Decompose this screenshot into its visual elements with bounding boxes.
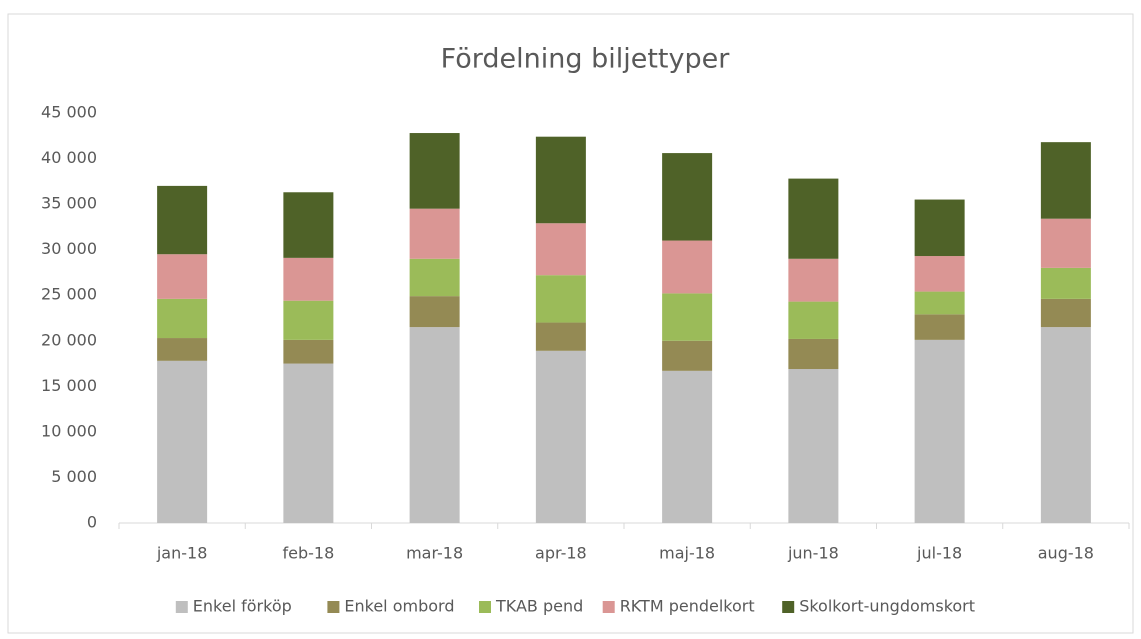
- bar-segment: [409, 133, 460, 209]
- bar-segment: [1040, 298, 1091, 328]
- bar-segment: [788, 301, 839, 339]
- x-tick-label: jan-18: [156, 544, 208, 563]
- bar-segment: [914, 339, 965, 523]
- chart-title: Fördelning biljettyper: [441, 44, 731, 75]
- bar-segment: [1040, 218, 1091, 268]
- y-tick-label: 45 000: [41, 103, 97, 122]
- bar-segment: [157, 185, 208, 255]
- bar-segment: [914, 199, 965, 257]
- legend-swatch: [479, 601, 491, 613]
- bar-segment: [914, 256, 965, 292]
- y-tick-label: 25 000: [41, 285, 97, 304]
- bar-segment: [409, 258, 460, 297]
- x-tick-label: maj-18: [659, 544, 715, 563]
- legend-label: Enkel ombord: [344, 597, 454, 616]
- bar-segment: [535, 322, 586, 351]
- y-tick-label: 35 000: [41, 194, 97, 213]
- bar-segment: [788, 369, 839, 523]
- legend-label: Enkel förköp: [193, 597, 292, 616]
- bar-segment: [662, 153, 713, 241]
- bar-segment: [409, 296, 460, 328]
- x-tick-label: jun-18: [787, 544, 839, 563]
- bar-segment: [283, 363, 334, 523]
- bar-segment: [409, 208, 460, 259]
- bar-segment: [662, 370, 713, 523]
- y-tick-label: 15 000: [41, 376, 97, 395]
- bar-segment: [283, 257, 334, 301]
- x-tick-label: mar-18: [406, 544, 463, 563]
- legend-label: TKAB pend: [495, 597, 583, 616]
- bar-segment: [788, 258, 839, 302]
- bar-segment: [1040, 142, 1091, 219]
- bar-segment: [535, 350, 586, 523]
- bar-segment: [914, 314, 965, 340]
- bar-segment: [157, 254, 208, 299]
- y-tick-label: 40 000: [41, 148, 97, 167]
- y-tick-label: 5 000: [51, 467, 97, 486]
- legend-label: RKTM pendelkort: [620, 597, 755, 616]
- bar-segment: [157, 298, 208, 339]
- bar-segment: [409, 327, 460, 523]
- bar-segment: [157, 360, 208, 523]
- legend-swatch: [602, 601, 615, 613]
- bar-segment: [662, 240, 713, 294]
- y-tick-label: 30 000: [41, 239, 97, 258]
- bar-segment: [662, 340, 713, 371]
- x-tick-label: jul-18: [916, 544, 962, 563]
- legend-swatch: [175, 601, 188, 613]
- bar-segment: [535, 136, 586, 224]
- bar-segment: [788, 178, 839, 259]
- bar-segment: [1040, 327, 1091, 523]
- bar-segment: [283, 339, 334, 364]
- y-tick-label: 10 000: [41, 421, 97, 440]
- bar-segment: [788, 338, 839, 370]
- x-tick-label: feb-18: [282, 544, 334, 563]
- bar-segment: [283, 192, 334, 258]
- bar-segment: [283, 300, 334, 340]
- bar-segment: [535, 223, 586, 276]
- bar-segment: [1040, 267, 1091, 299]
- y-tick-label: 0: [87, 513, 97, 532]
- legend-swatch: [327, 601, 340, 613]
- bar-segment: [157, 338, 208, 361]
- bar-segment: [914, 291, 965, 315]
- x-tick-label: aug-18: [1038, 544, 1094, 563]
- x-tick-label: apr-18: [535, 544, 587, 563]
- bar-segment: [535, 275, 586, 323]
- legend-swatch: [782, 601, 795, 613]
- bar-segment: [662, 293, 713, 341]
- y-tick-label: 20 000: [41, 330, 97, 349]
- legend-label: Skolkort-ungdomskort: [799, 597, 975, 616]
